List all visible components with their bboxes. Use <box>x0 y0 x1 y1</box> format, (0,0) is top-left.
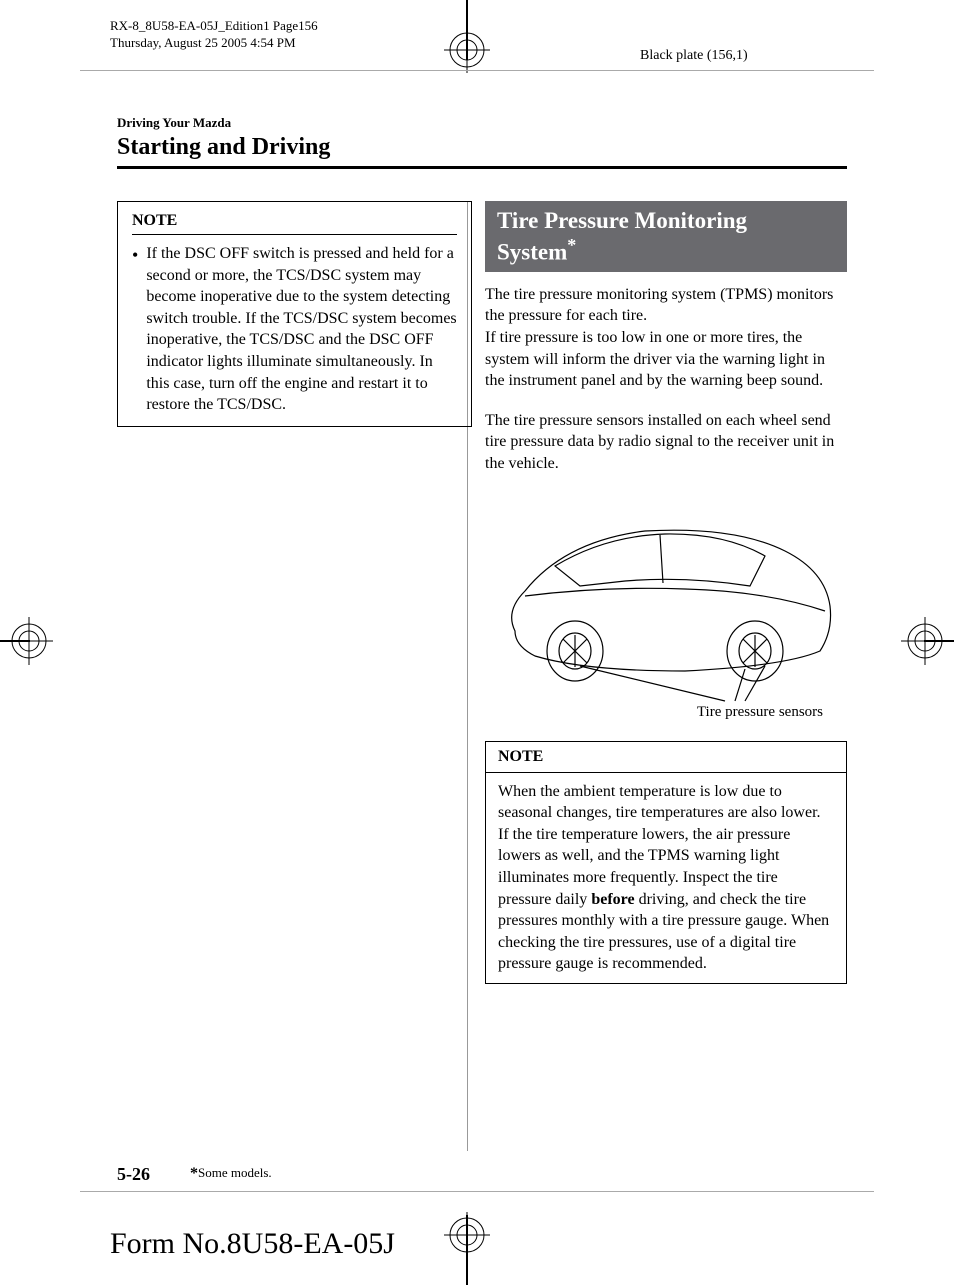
some-models: *Some models. <box>190 1165 272 1183</box>
header-info: RX-8_8U58-EA-05J_Edition1 Page156 Thursd… <box>110 18 318 52</box>
note-text-bold: before <box>591 891 634 908</box>
column-left: NOTE • If the DSC OFF switch is pressed … <box>117 201 472 427</box>
bullet-icon: • <box>132 243 138 416</box>
note-text: If the DSC OFF switch is pressed and hel… <box>146 243 457 416</box>
content-frame-top <box>80 70 874 71</box>
content-frame-bottom <box>80 1191 874 1192</box>
heading-banner: Tire Pressure Monitoring System* <box>485 201 847 272</box>
section-large-title: Starting and Driving <box>117 132 330 163</box>
asterisk-icon: * <box>190 1165 198 1182</box>
column-right: Tire Pressure Monitoring System* The tir… <box>485 201 847 984</box>
section-divider <box>117 166 847 169</box>
note-box-dsc: NOTE • If the DSC OFF switch is pressed … <box>117 201 472 427</box>
note-label: NOTE <box>132 212 457 235</box>
section-header: Driving Your Mazda Starting and Driving <box>117 115 330 163</box>
heading-asterisk: * <box>567 235 576 255</box>
black-plate: Black plate (156,1) <box>640 48 748 64</box>
note-label-2: NOTE <box>486 742 846 773</box>
page-number: 5-26 <box>117 1164 150 1185</box>
note-text-before: When the ambient temperature is low due … <box>498 783 821 908</box>
note-body: • If the DSC OFF switch is pressed and h… <box>132 243 457 416</box>
heading-line1: Tire Pressure Monitoring <box>497 208 747 233</box>
registration-mark-top <box>444 27 490 73</box>
car-diagram: Tire pressure sensors <box>485 491 843 721</box>
paragraph-2: If tire pressure is too low in one or mo… <box>485 327 847 392</box>
section-small-title: Driving Your Mazda <box>117 115 330 132</box>
doc-id: RX-8_8U58-EA-05J_Edition1 Page156 <box>110 18 318 35</box>
note-body-2: When the ambient temperature is low due … <box>486 773 846 983</box>
registration-mark-left <box>5 617 53 665</box>
note-box-tpms: NOTE When the ambient temperature is low… <box>485 741 847 984</box>
paragraph-1: The tire pressure monitoring system (TPM… <box>485 284 847 327</box>
form-number: Form No.8U58-EA-05J <box>110 1227 395 1261</box>
paragraph-3: The tire pressure sensors installed on e… <box>485 410 847 475</box>
doc-date: Thursday, August 25 2005 4:54 PM <box>110 35 318 52</box>
some-models-text: Some models. <box>198 1165 272 1180</box>
registration-mark-right <box>901 617 949 665</box>
heading-line2: System <box>497 239 567 264</box>
sensor-label: Tire pressure sensors <box>697 704 823 721</box>
registration-mark-bottom <box>444 1212 490 1258</box>
